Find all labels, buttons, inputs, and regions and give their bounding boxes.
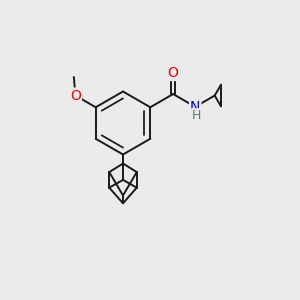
Text: O: O <box>70 88 81 103</box>
Text: O: O <box>168 66 178 80</box>
Text: N: N <box>190 100 200 114</box>
Text: H: H <box>192 109 201 122</box>
